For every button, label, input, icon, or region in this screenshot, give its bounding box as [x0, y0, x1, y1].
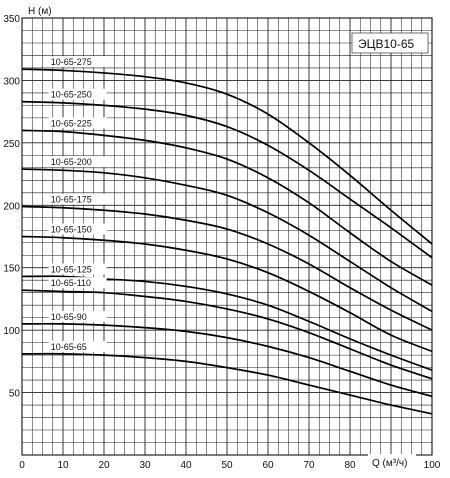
- y-tick-label: 300: [3, 76, 20, 87]
- chart-title-box: [351, 32, 429, 54]
- series-label-bg: [48, 263, 107, 275]
- series-label-bg: [48, 88, 107, 100]
- x-tick-label: 0: [19, 460, 25, 471]
- y-tick-label: 100: [3, 326, 20, 337]
- x-tick-label: 100: [424, 460, 441, 471]
- series-label-10-65-275: 10-65-275: [51, 57, 92, 67]
- series-line-10-65-175: [21, 205, 433, 331]
- series-line-10-65-200: [21, 168, 433, 313]
- chart-title: ЭЦВ10-65: [358, 37, 415, 51]
- series-label-10-65-125: 10-65-125: [51, 264, 92, 274]
- chart-series: [21, 68, 433, 415]
- series-label-10-65-225: 10-65-225: [51, 118, 92, 128]
- series-line-10-65-90: [21, 322, 433, 398]
- series-label-bg: [48, 156, 107, 168]
- y-tick-label: 350: [3, 14, 20, 25]
- series-label-10-65-110: 10-65-110: [51, 278, 91, 288]
- series-label-bg: [48, 117, 107, 129]
- x-axis-title: Q (м³/ч): [372, 458, 407, 469]
- series-label-bg: [48, 56, 107, 68]
- series-line-10-65-250: [21, 100, 433, 259]
- x-tick-label: 10: [57, 460, 69, 471]
- series-line-10-65-225: [21, 129, 433, 286]
- series-label-10-65-150: 10-65-150: [51, 225, 92, 235]
- y-tick-label: 200: [3, 201, 20, 212]
- chart-ticks: 0102030405060708090100501001502002503003…: [3, 14, 440, 471]
- series-label-bg: [48, 193, 107, 205]
- series-line-10-65-65: [21, 352, 433, 415]
- x-tick-label: 50: [221, 460, 233, 471]
- x-tick-label: 70: [303, 460, 315, 471]
- series-label-bg: [48, 223, 107, 235]
- series-label-10-65-200: 10-65-200: [51, 157, 92, 167]
- series-label-10-65-65: 10-65-65: [51, 342, 87, 352]
- y-tick-label: 150: [3, 264, 20, 275]
- series-label-10-65-175: 10-65-175: [51, 195, 92, 205]
- y-tick-label: 50: [9, 389, 21, 400]
- x-tick-label: 40: [180, 460, 192, 471]
- x-tick-label: 20: [98, 460, 110, 471]
- series-label-bg: [48, 340, 107, 352]
- x-axis-title-bg: [368, 454, 416, 470]
- chart-series-labels: 10-65-275 10-65-250 10-65-225 10-65-200 10-6…: [48, 56, 107, 352]
- y-axis-title-bg: [24, 2, 64, 16]
- x-tick-label: 30: [139, 460, 151, 471]
- series-line-10-65-275: [21, 68, 433, 245]
- series-label-bg: [48, 310, 107, 322]
- series-line-10-65-150: [21, 235, 433, 353]
- series-label-bg: [48, 277, 107, 289]
- series-label-10-65-90: 10-65-90: [51, 312, 87, 322]
- chart-grid: [21, 17, 433, 456]
- y-tick-label: 250: [3, 139, 20, 150]
- x-tick-label: 60: [262, 460, 274, 471]
- series-label-10-65-250: 10-65-250: [51, 90, 92, 100]
- series-line-10-65-110: [21, 289, 433, 380]
- y-axis-title: H (м): [28, 6, 52, 17]
- x-tick-label: 80: [344, 460, 356, 471]
